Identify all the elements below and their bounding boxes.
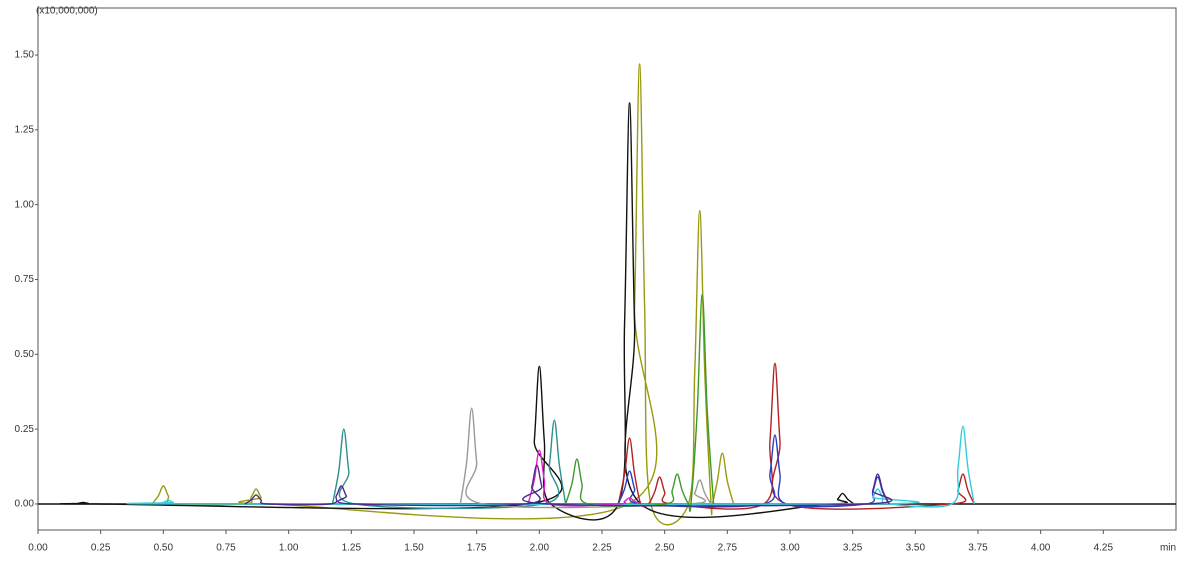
peak-trace xyxy=(564,293,715,513)
y-tick-label: 0.25 xyxy=(15,424,35,435)
x-tick-label: 4.25 xyxy=(1094,543,1114,554)
peak-trace xyxy=(617,434,890,508)
y-tick-label: 0.50 xyxy=(15,349,35,360)
y-tick-label: 1.50 xyxy=(15,50,35,61)
plot-frame xyxy=(37,7,1177,531)
x-tick-label: 4.00 xyxy=(1031,543,1051,554)
y-tick-label: 0.00 xyxy=(15,499,35,510)
peak-trace xyxy=(126,425,975,508)
y-tick-label: 0.75 xyxy=(15,274,35,285)
x-tick-label: 0.00 xyxy=(28,543,48,554)
x-tick-label: 2.00 xyxy=(530,543,550,554)
y-unit-label: (x10,000,000) xyxy=(36,6,98,17)
x-tick-label: 1.00 xyxy=(279,543,299,554)
y-tick-label: 1.25 xyxy=(15,124,35,135)
x-tick-label: 0.75 xyxy=(216,543,236,554)
x-tick-label: 2.25 xyxy=(592,543,612,554)
y-tick-label: 1.00 xyxy=(15,199,35,210)
x-axis-label: min xyxy=(1160,543,1176,554)
peak-trace xyxy=(459,407,712,509)
x-tick-label: 3.50 xyxy=(906,543,926,554)
x-tick-label: 3.00 xyxy=(780,543,800,554)
peak-trace xyxy=(617,362,975,510)
peak-trace xyxy=(331,419,567,510)
peak-trace xyxy=(60,102,855,521)
x-tick-label: 3.75 xyxy=(968,543,988,554)
x-tick-label: 1.25 xyxy=(342,543,362,554)
x-tick-label: 3.25 xyxy=(843,543,863,554)
x-tick-label: 2.50 xyxy=(655,543,675,554)
x-tick-label: 2.75 xyxy=(718,543,738,554)
x-tick-label: 0.25 xyxy=(91,543,111,554)
peak-trace xyxy=(244,464,893,507)
x-tick-label: 1.50 xyxy=(404,543,424,554)
x-tick-label: 1.75 xyxy=(467,543,487,554)
x-tick-label: 0.50 xyxy=(154,543,174,554)
peak-trace xyxy=(151,63,735,526)
